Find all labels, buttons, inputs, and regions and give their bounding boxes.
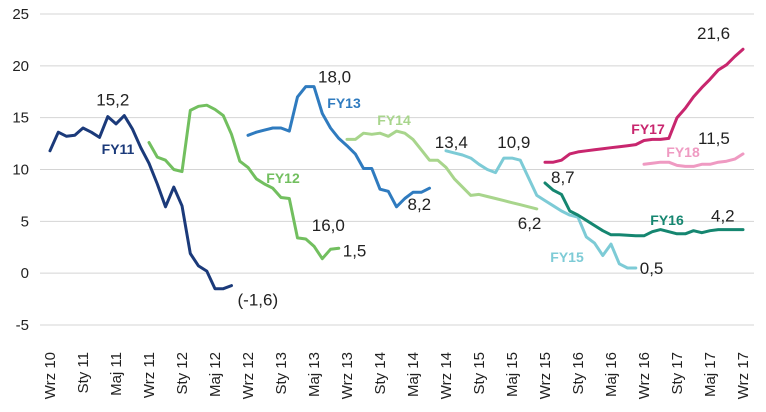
data-labels: 15,2 (-1,6) 16,0 1,5 18,0 8,2 13,4 6,2 10,9 0,5 8,… <box>96 24 734 309</box>
data-label-fy14: 6,2 <box>518 214 542 233</box>
data-label-fy13: 18,0 <box>318 68 351 87</box>
x-tick-label: Sty 16 <box>570 352 587 395</box>
series-line-fy15 <box>444 149 638 270</box>
data-label-fy15: 0,5 <box>640 259 664 278</box>
x-tick-label: Wrz 11 <box>141 352 158 398</box>
y-tick-label: 20 <box>12 58 29 75</box>
y-tick-label: -5 <box>16 317 29 334</box>
y-axis-ticks: -5 0 5 10 15 20 25 <box>12 6 29 334</box>
x-tick-label: Wrz 10 <box>42 352 59 399</box>
series-name-fy17: FY17 <box>631 121 665 137</box>
x-axis-ticks: Wrz 10 Sty 11 Maj 11 Wrz 11 Sty 12 Maj 12 Wrz … <box>42 352 752 399</box>
data-label-fy12: 1,5 <box>343 241 367 260</box>
series-name-fy12: FY12 <box>266 170 300 186</box>
series-line-fy13 <box>246 85 431 209</box>
data-label-fy12: 16,0 <box>312 216 345 235</box>
data-label-fy11: (-1,6) <box>238 291 279 310</box>
y-tick-label: 0 <box>21 265 29 282</box>
data-label-fy16: 8,7 <box>551 168 575 187</box>
x-tick-label: Wrz 13 <box>339 352 356 399</box>
data-label-fy11: 15,2 <box>96 91 129 110</box>
series-line-fy17 <box>543 47 745 164</box>
series-name-fy11: FY11 <box>102 141 135 157</box>
x-tick-label: Maj 17 <box>702 352 719 397</box>
series-name-fy18: FY18 <box>666 144 700 160</box>
x-tick-label: Sty 14 <box>372 352 389 395</box>
x-tick-label: Maj 11 <box>108 352 125 396</box>
data-label-fy14: 13,4 <box>435 133 468 152</box>
x-tick-label: Maj 13 <box>306 352 323 397</box>
x-tick-label: Maj 14 <box>405 352 422 397</box>
x-tick-label: Maj 12 <box>207 352 224 397</box>
x-tick-label: Sty 13 <box>273 352 290 395</box>
x-tick-label: Maj 16 <box>603 352 620 397</box>
series-line-fy16 <box>543 181 745 238</box>
series-line-fy11 <box>48 114 233 291</box>
data-label-fy13: 8,2 <box>408 195 432 214</box>
y-tick-label: 25 <box>12 6 29 23</box>
x-tick-label: Wrz 17 <box>735 352 752 399</box>
data-label-fy16: 4,2 <box>711 207 735 226</box>
series-line-fy18 <box>642 152 745 168</box>
x-tick-label: Sty 17 <box>669 352 686 395</box>
series-name-fy13: FY13 <box>327 95 361 111</box>
series-lines <box>48 47 745 291</box>
x-tick-label: Wrz 15 <box>537 352 554 399</box>
x-tick-label: Sty 15 <box>471 352 488 395</box>
gridlines <box>40 13 754 326</box>
series-name-fy15: FY15 <box>550 249 584 265</box>
y-tick-label: 5 <box>21 213 29 230</box>
y-tick-label: 15 <box>12 110 29 127</box>
data-label-fy17: 21,6 <box>697 24 730 43</box>
series-name-fy14: FY14 <box>377 112 411 128</box>
y-tick-label: 10 <box>12 162 29 179</box>
x-tick-label: Sty 12 <box>174 352 191 395</box>
x-tick-label: Wrz 16 <box>636 352 653 399</box>
x-tick-label: Sty 11 <box>75 352 92 393</box>
x-tick-label: Wrz 12 <box>240 352 257 399</box>
series-line-fy12 <box>147 103 341 261</box>
x-tick-label: Wrz 14 <box>438 352 455 399</box>
series-name-fy16: FY16 <box>650 212 684 228</box>
x-tick-label: Maj 15 <box>504 352 521 397</box>
series-line-fy14 <box>345 129 539 211</box>
data-label-fy18: 11,5 <box>698 129 730 148</box>
data-label-fy15: 10,9 <box>497 133 530 152</box>
